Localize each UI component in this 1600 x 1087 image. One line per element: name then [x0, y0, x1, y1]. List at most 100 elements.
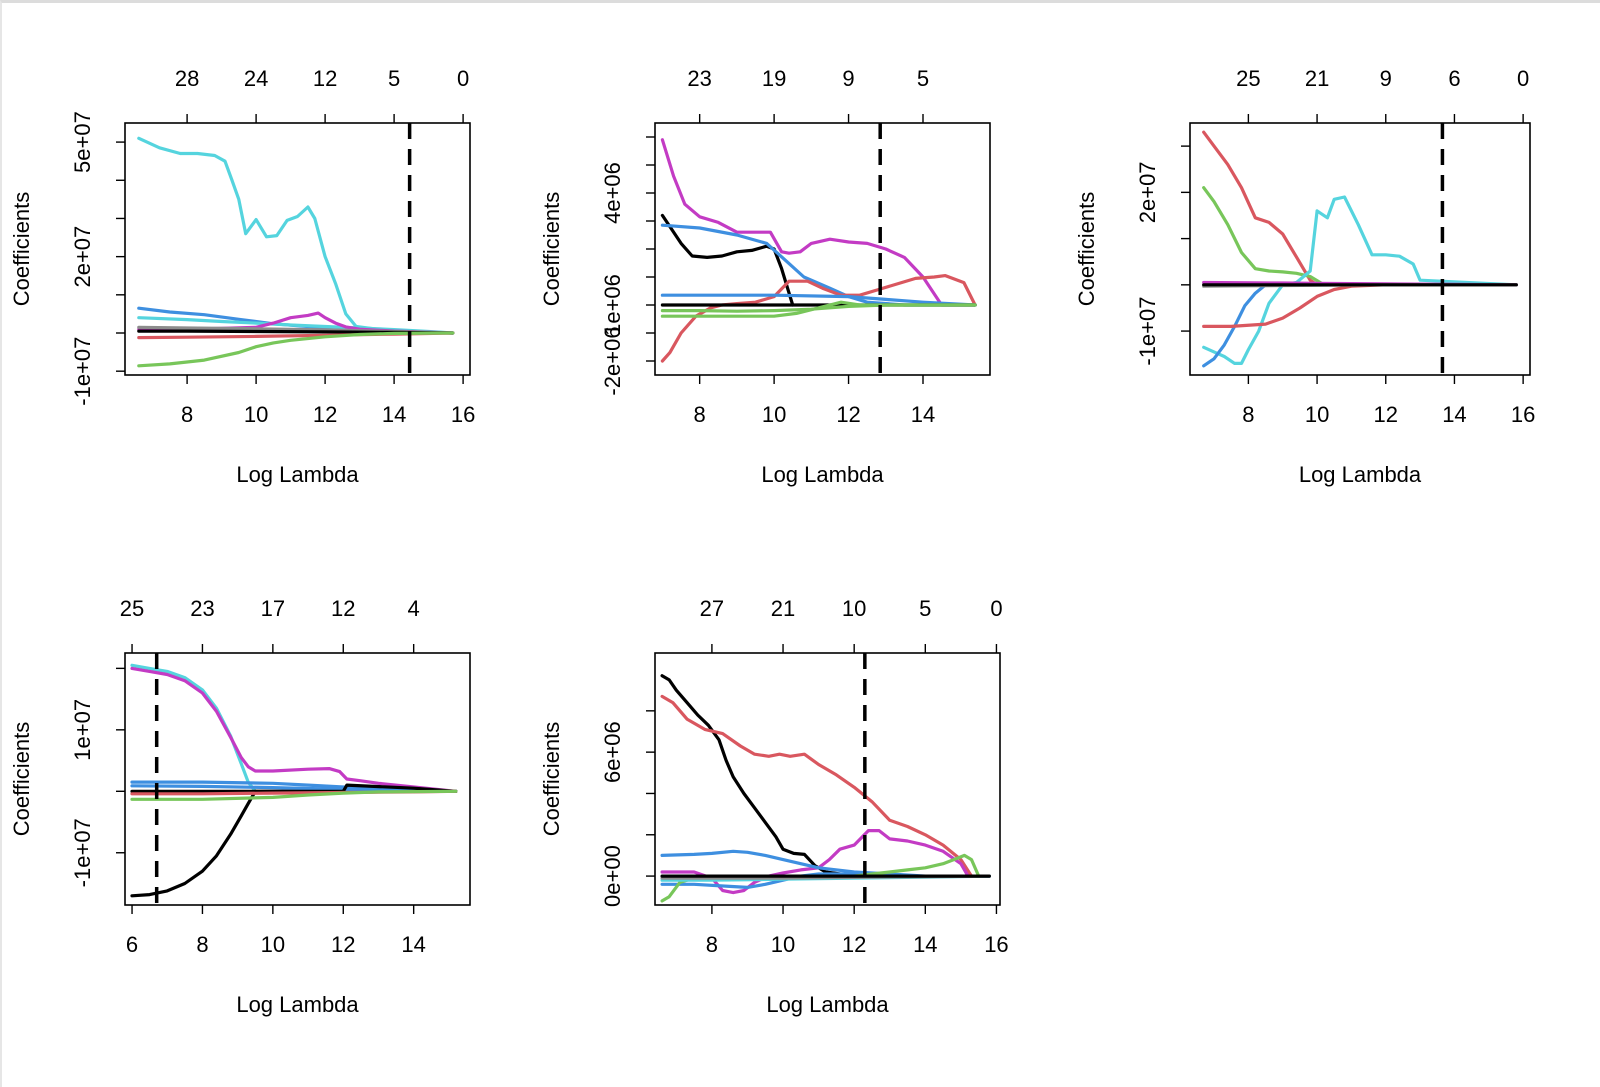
x-axis-label: Log Lambda	[236, 462, 359, 487]
y-axis-label: Coefficients	[539, 722, 564, 837]
x-tick-label: 12	[1374, 402, 1398, 427]
top-tick-label: 27	[700, 596, 724, 621]
plot-frame	[124, 652, 471, 906]
series-line-black2	[130, 783, 458, 793]
top-tick-label: 25	[120, 596, 144, 621]
top-tick-label: 25	[1236, 66, 1260, 91]
y-tick-label: 1e+07	[70, 699, 95, 761]
x-tick-label: 12	[842, 932, 866, 957]
top-tick-label: 9	[842, 66, 854, 91]
x-axis-label: Log Lambda	[236, 992, 359, 1017]
x-tick-label: 14	[401, 932, 425, 957]
series-line-green	[660, 300, 977, 318]
x-tick-label: 10	[1305, 402, 1329, 427]
x-tick-label: 10	[261, 932, 285, 957]
plot-frame	[1189, 122, 1531, 376]
top-tick-label: 10	[842, 596, 866, 621]
top-tick-label: 6	[1448, 66, 1460, 91]
coefficient-plot-4: 6 8 10 12 14 25 23 17 12 4 -1e+07 1e+07 Log Lambda Co…	[9, 596, 471, 1017]
top-tick-label: 28	[175, 66, 199, 91]
series-line-green	[130, 789, 458, 801]
series-line-black	[660, 674, 991, 878]
top-tick-label: 4	[408, 596, 420, 621]
y-axis-label: Coefficients	[539, 192, 564, 307]
x-tick-label: 12	[836, 402, 860, 427]
top-tick-label: 24	[244, 66, 268, 91]
y-tick-label: -1e+07	[70, 818, 95, 887]
y-tick-label: -1e+07	[1135, 297, 1160, 366]
y-tick-label: 4e+06	[600, 162, 625, 224]
x-tick-label: 10	[762, 402, 786, 427]
series-line-green	[137, 331, 455, 368]
x-tick-label: 12	[313, 402, 337, 427]
x-tick-label: 8	[694, 402, 706, 427]
top-tick-label: 5	[388, 66, 400, 91]
top-tick-label: 17	[261, 596, 285, 621]
plot-frame	[654, 652, 1001, 906]
series-line-red	[660, 694, 974, 878]
series-line-magenta	[130, 666, 458, 793]
x-axis-label: Log Lambda	[1299, 462, 1422, 487]
x-tick-label: 8	[1242, 402, 1254, 427]
top-tick-label: 23	[190, 596, 214, 621]
x-tick-label: 8	[706, 932, 718, 957]
y-axis-label: Coefficients	[1074, 192, 1099, 307]
top-tick-label: 23	[687, 66, 711, 91]
x-axis-label: Log Lambda	[761, 462, 884, 487]
y-tick-label: 0e+00	[600, 845, 625, 907]
x-tick-label: 14	[911, 402, 935, 427]
coefficient-plot-5: 8 10 12 14 16 27 21 10 5 0 0e+00 6e+06 Log Lambda Coe…	[539, 596, 1009, 1017]
x-tick-label: 8	[196, 932, 208, 957]
top-tick-label: 19	[762, 66, 786, 91]
series-line-red	[660, 274, 977, 363]
coefficient-plot-3: 8 10 12 14 16 25 21 9 6 0 -1e+07 2e+07 Log Lambda Coe…	[1074, 66, 1535, 487]
x-tick-label: 16	[451, 402, 475, 427]
series-line-blue	[660, 849, 991, 878]
x-tick-label: 10	[771, 932, 795, 957]
x-tick-label: 14	[382, 402, 406, 427]
x-tick-label: 12	[331, 932, 355, 957]
series-line-blue2	[660, 293, 977, 307]
series-line-cyan	[137, 136, 455, 335]
series-line-green	[1202, 186, 1518, 287]
top-tick-label: 9	[1380, 66, 1392, 91]
series-line-cyan	[1202, 195, 1518, 365]
series-line-blue	[660, 223, 977, 307]
y-tick-label: 5e+07	[70, 111, 95, 173]
y-tick-label: 2e+07	[1135, 161, 1160, 223]
y-tick-label: -2e+06	[600, 326, 625, 395]
x-tick-label: 16	[984, 932, 1008, 957]
x-axis-label: Log Lambda	[766, 992, 889, 1017]
plot-frame	[124, 122, 471, 376]
series-line-magenta	[660, 828, 970, 895]
y-axis-label: Coefficients	[9, 722, 34, 837]
y-tick-label: 2e+07	[70, 226, 95, 288]
top-tick-label: 0	[1517, 66, 1529, 91]
series-line-magenta	[660, 138, 977, 307]
top-tick-label: 21	[771, 596, 795, 621]
top-tick-label: 5	[919, 596, 931, 621]
top-tick-label: 12	[313, 66, 337, 91]
x-tick-label: 8	[181, 402, 193, 427]
top-tick-label: 12	[331, 596, 355, 621]
x-tick-label: 16	[1511, 402, 1535, 427]
plot-frame	[654, 122, 991, 376]
coefficient-plot-1: 8 10 12 14 16 28 24 12 5 0 -1e+07 2e+07 5e+07 Log Lam…	[9, 66, 475, 487]
x-tick-label: 6	[126, 932, 138, 957]
series-line-black	[130, 789, 458, 898]
x-tick-label: 10	[244, 402, 268, 427]
top-tick-label: 0	[457, 66, 469, 91]
top-tick-label: 21	[1305, 66, 1329, 91]
y-axis-label: Coefficients	[9, 192, 34, 307]
y-tick-label: 6e+06	[600, 721, 625, 783]
top-tick-label: 5	[917, 66, 929, 91]
y-tick-label: -1e+07	[70, 337, 95, 406]
x-tick-label: 14	[913, 932, 937, 957]
series-line-cyan	[130, 663, 257, 793]
y-tick-label: 1e+06	[600, 274, 625, 336]
top-tick-label: 0	[990, 596, 1002, 621]
x-tick-label: 14	[1442, 402, 1466, 427]
